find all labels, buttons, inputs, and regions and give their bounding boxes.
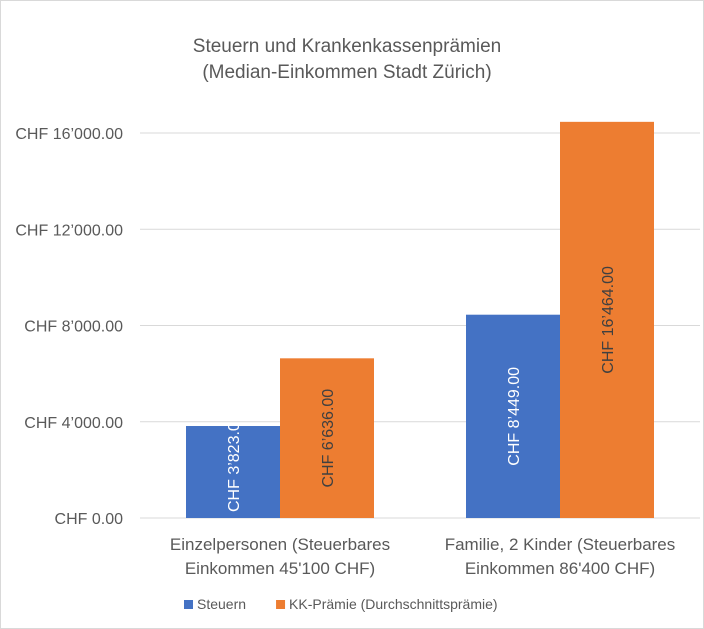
data-label: CHF 8’449.00 xyxy=(506,367,523,466)
chart-title: Steuern und Krankenkassenprämien xyxy=(193,36,501,57)
data-label-group: CHF 16’464.00 xyxy=(600,266,617,374)
bar xyxy=(280,358,374,518)
x-category-label: Einkommen 45'100 CHF) xyxy=(185,559,375,578)
data-label-group: CHF 8’449.00 xyxy=(506,367,523,466)
legend-swatch xyxy=(276,600,286,609)
x-category-label: Einzelpersonen (Steuerbares xyxy=(170,535,390,554)
y-tick-label: CHF 12’000.00 xyxy=(15,222,123,239)
y-tick-label: CHF 8’000.00 xyxy=(24,319,123,336)
legend-swatch xyxy=(184,600,193,609)
data-label: CHF 6’636.00 xyxy=(320,389,337,488)
bar xyxy=(186,426,280,518)
bar xyxy=(560,121,654,519)
legend-label: KK-Prämie (Durchschnittsprämie) xyxy=(289,596,498,612)
y-tick-label: CHF 0.00 xyxy=(55,511,124,528)
x-category-label: Einkommen 86'400 CHF) xyxy=(465,559,655,578)
legend-label: Steuern xyxy=(197,596,246,612)
data-label-group: CHF 6’636.00 xyxy=(320,389,337,488)
bar xyxy=(466,314,560,518)
data-label: CHF 16’464.00 xyxy=(600,266,617,374)
data-label: CHF 3’823.00 xyxy=(226,413,243,512)
x-category-label: Familie, 2 Kinder (Steuerbares xyxy=(445,535,676,554)
y-tick-label: CHF 4’000.00 xyxy=(24,415,123,432)
y-tick-label: CHF 16’000.00 xyxy=(15,126,123,143)
chart-subtitle: (Median-Einkommen Stadt Zürich) xyxy=(202,62,491,83)
data-label-group: CHF 3’823.00 xyxy=(226,413,243,512)
